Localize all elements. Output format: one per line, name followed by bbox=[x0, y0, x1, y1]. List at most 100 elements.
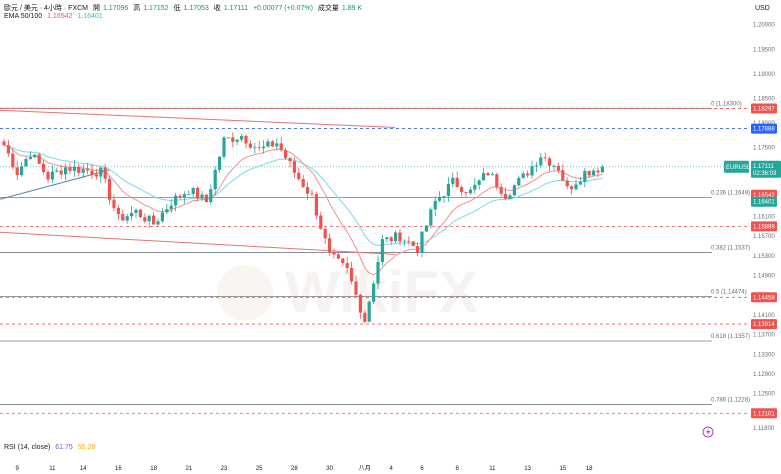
symbol-line: 歐元 / 美元 · 4小時 · FXCM bbox=[4, 5, 88, 12]
price-tag-label: 1.18297 bbox=[753, 106, 775, 112]
x-tick-label: 4 bbox=[390, 466, 394, 472]
candle-body bbox=[394, 232, 398, 242]
candles bbox=[2, 132, 604, 324]
candle-body bbox=[504, 193, 508, 199]
price-tag-box bbox=[751, 103, 777, 114]
candle-body bbox=[442, 195, 446, 198]
last-price-label: 1.17111 bbox=[753, 164, 774, 170]
candle-body bbox=[486, 173, 490, 176]
candle-body bbox=[288, 158, 292, 162]
candle-body bbox=[328, 238, 332, 253]
candle-body bbox=[86, 169, 90, 171]
candle-body bbox=[152, 215, 156, 225]
time-axis: 9 11 14 16 18 21 23 25 28 30 八月 4 6 8 11 13 15 18 bbox=[16, 465, 594, 472]
price-tag-box bbox=[751, 319, 777, 330]
candle-body bbox=[24, 159, 28, 167]
candle-body bbox=[570, 186, 574, 190]
x-tick-label: 16 bbox=[115, 466, 122, 472]
candle-body bbox=[240, 135, 244, 140]
y-tick-label: 1.14100 bbox=[753, 313, 775, 319]
candle-body bbox=[90, 170, 94, 175]
y-tick-label: 1.13700 bbox=[753, 333, 775, 339]
candle-body bbox=[587, 170, 591, 176]
candle-body bbox=[138, 209, 142, 218]
candle-body bbox=[416, 246, 420, 253]
candle-body bbox=[218, 156, 222, 170]
candle-body bbox=[592, 170, 596, 176]
candle-body bbox=[433, 200, 437, 210]
candle-body bbox=[596, 170, 600, 173]
candle-body bbox=[561, 170, 565, 181]
candle-body bbox=[600, 166, 604, 173]
candle-body bbox=[424, 225, 428, 232]
candle-body bbox=[178, 195, 182, 198]
fib-level-label: 0.382 (1.1537) bbox=[711, 245, 750, 251]
x-tick-label: 25 bbox=[256, 466, 263, 472]
candle-body bbox=[319, 215, 323, 229]
x-tick-label: 11 bbox=[489, 466, 496, 472]
candle-body bbox=[33, 154, 37, 158]
price-tag-label: 1.17888 bbox=[753, 127, 775, 133]
candle-body bbox=[477, 180, 481, 185]
price-tag-box bbox=[751, 408, 777, 419]
high-label: 高 bbox=[133, 5, 141, 12]
price-tag-box bbox=[751, 196, 777, 207]
candle-body bbox=[235, 139, 239, 142]
channel-upper-line bbox=[0, 109, 396, 128]
close-label: 收 bbox=[213, 5, 221, 12]
y-tick-label: 1.13300 bbox=[753, 352, 775, 358]
candle-body bbox=[341, 258, 345, 264]
x-tick-label: 8 bbox=[456, 466, 460, 472]
candle-body bbox=[279, 143, 283, 151]
candle-body bbox=[50, 171, 54, 180]
x-tick-label: 21 bbox=[185, 466, 192, 472]
x-tick-label: 八月 bbox=[359, 465, 371, 472]
candle-body bbox=[464, 192, 468, 194]
candle-body bbox=[200, 194, 204, 199]
price-tag-label: 1.16542 bbox=[753, 193, 775, 199]
candle-body bbox=[257, 147, 261, 149]
x-tick-label: 28 bbox=[291, 466, 298, 472]
y-tick-label: 1.12500 bbox=[753, 392, 775, 398]
close-value: 1.17111 bbox=[223, 5, 249, 12]
countdown-label: 02:36:03 bbox=[753, 171, 777, 177]
fib-level-label: 0 (1.18300) bbox=[711, 101, 742, 107]
candle-body bbox=[578, 181, 582, 185]
lightning-icon[interactable] bbox=[702, 426, 714, 438]
candle-body bbox=[42, 163, 46, 172]
candle-body bbox=[446, 183, 450, 196]
candle-body bbox=[543, 157, 547, 159]
candle-body bbox=[59, 170, 63, 175]
candle-body bbox=[209, 189, 213, 203]
candle-body bbox=[99, 167, 103, 177]
candle-body bbox=[147, 215, 151, 222]
candle-body bbox=[174, 195, 178, 206]
candle-body bbox=[358, 294, 362, 313]
fib-level-label: 0.5 (1.14474) bbox=[711, 290, 747, 296]
candle-body bbox=[187, 194, 191, 195]
candle-body bbox=[455, 177, 459, 188]
x-tick-label: 18 bbox=[586, 466, 593, 472]
y-tick-label: 1.15300 bbox=[753, 254, 775, 260]
candle-body bbox=[266, 141, 270, 147]
open-label: 開 bbox=[92, 5, 100, 12]
candle-body bbox=[11, 153, 15, 168]
ema50-value: 1.16542 bbox=[47, 13, 73, 20]
candle-body bbox=[64, 167, 68, 175]
candle-body bbox=[372, 283, 376, 302]
candle-body bbox=[354, 281, 358, 295]
price-tag-label: 1.14458 bbox=[753, 295, 775, 301]
last-price-box bbox=[751, 160, 781, 178]
rsi-value-2: 55.28 bbox=[77, 444, 96, 451]
candle-body bbox=[160, 212, 164, 222]
y-tick-label: 1.15700 bbox=[753, 234, 775, 240]
candle-body bbox=[6, 145, 10, 154]
candle-body bbox=[363, 312, 367, 322]
y-tick-label: 1.17500 bbox=[753, 146, 775, 152]
price-tag-label: 1.13914 bbox=[753, 322, 775, 328]
candle-body bbox=[508, 195, 512, 199]
candle-body bbox=[380, 239, 384, 262]
symbol-tag-label: EURUSD bbox=[726, 165, 752, 171]
